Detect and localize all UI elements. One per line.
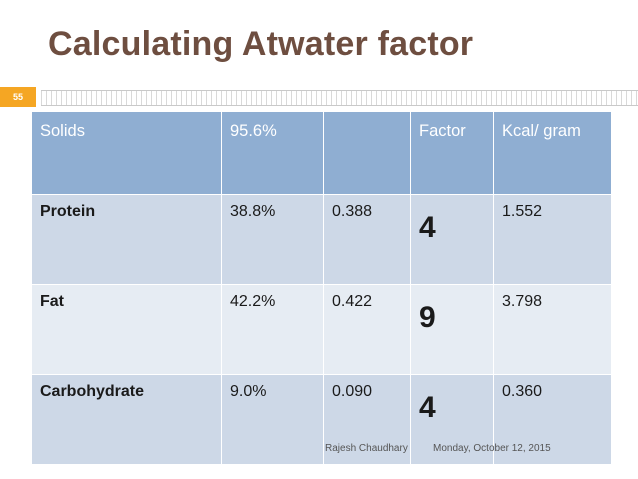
table-header-row: Solids 95.6% Factor Kcal/ gram xyxy=(31,111,612,195)
slide-number-badge: 55 xyxy=(0,87,36,107)
row-factor: 4 xyxy=(410,194,494,285)
row-fraction: 0.090 xyxy=(323,374,411,465)
header-cell-solids: Solids xyxy=(31,111,222,195)
row-percent: 42.2% xyxy=(221,284,324,375)
slide-title: Calculating Atwater factor xyxy=(48,25,474,63)
table-row: Protein 38.8% 0.388 4 1.552 xyxy=(31,194,612,285)
row-name: Protein xyxy=(31,194,222,285)
row-kcal: 3.798 xyxy=(493,284,612,375)
row-percent: 38.8% xyxy=(221,194,324,285)
row-name: Carbohydrate xyxy=(31,374,222,465)
row-fraction: 0.422 xyxy=(323,284,411,375)
header-cell-blank xyxy=(323,111,411,195)
row-name: Fat xyxy=(31,284,222,375)
table-row: Carbohydrate 9.0% 0.090 4 0.360 xyxy=(31,374,612,465)
row-percent: 9.0% xyxy=(221,374,324,465)
title-divider xyxy=(41,90,638,106)
table-row: Fat 42.2% 0.422 9 3.798 xyxy=(31,284,612,375)
row-factor: 9 xyxy=(410,284,494,375)
row-fraction: 0.388 xyxy=(323,194,411,285)
header-cell-factor: Factor xyxy=(410,111,494,195)
header-cell-solids-percent: 95.6% xyxy=(221,111,324,195)
header-cell-kcal-per-gram: Kcal/ gram xyxy=(493,111,612,195)
footer-author: Rajesh Chaudhary xyxy=(325,443,408,454)
row-kcal: 1.552 xyxy=(493,194,612,285)
row-kcal: 0.360 xyxy=(493,374,612,465)
footer-date: Monday, October 12, 2015 xyxy=(433,443,551,454)
atwater-table: Solids 95.6% Factor Kcal/ gram Protein 3… xyxy=(31,111,612,465)
